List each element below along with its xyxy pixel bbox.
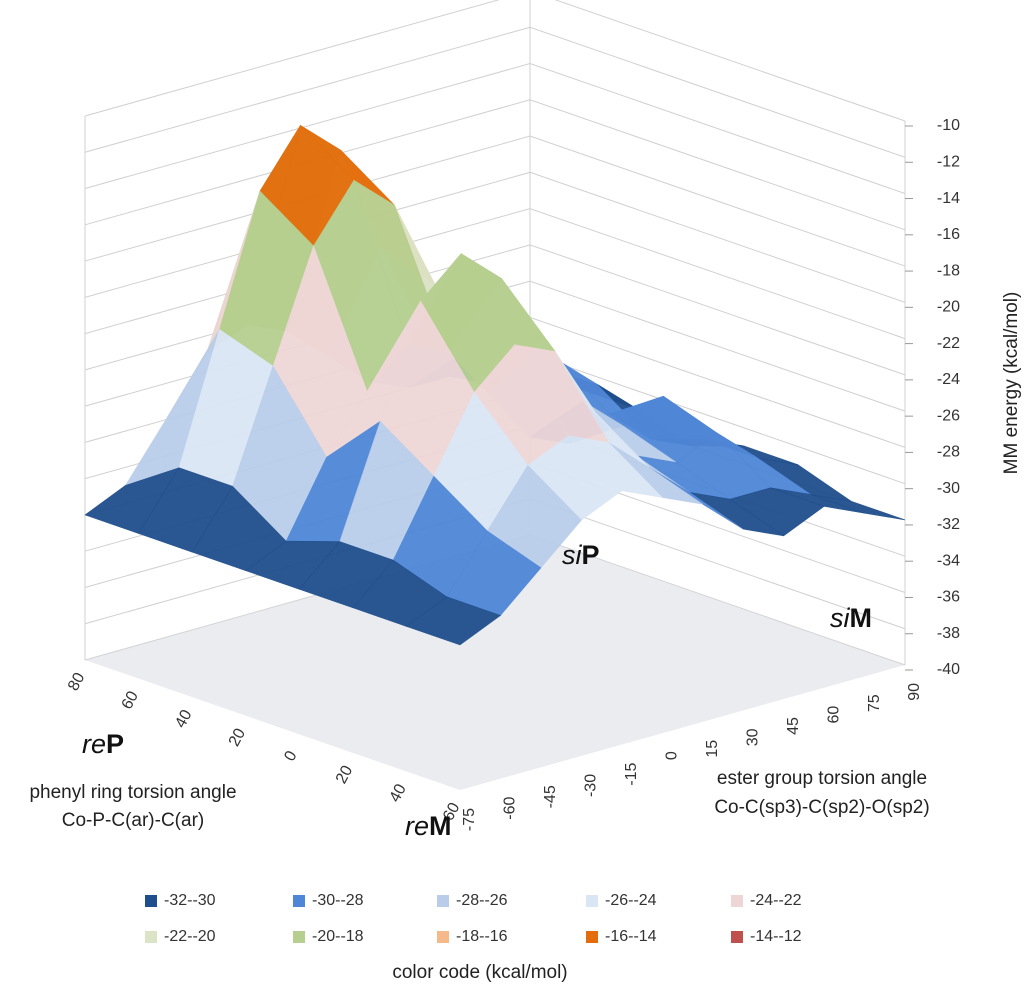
legend-label: -26--24 (605, 892, 657, 909)
x-tick-label: 15 (704, 740, 721, 758)
grid-line (84, 26, 906, 158)
annotation: siP (562, 540, 600, 570)
grid-line (84, 99, 906, 231)
z-tick-label: -36 (937, 589, 960, 606)
legend-swatch (731, 931, 743, 943)
legend-swatch (437, 931, 449, 943)
z-tick-label: -14 (937, 190, 960, 207)
legend-swatch (437, 895, 449, 907)
legend-label: -18--16 (456, 928, 508, 945)
legend-label: -20--18 (312, 928, 364, 945)
z-tick-label: -16 (937, 226, 960, 243)
y-tick-label: 20 (333, 763, 356, 787)
z-tick-label: -26 (937, 407, 960, 424)
z-tick-label: -20 (937, 299, 960, 316)
grid-line (84, 135, 906, 267)
z-tick-label: -18 (937, 262, 960, 279)
annotation: reM (405, 811, 452, 841)
z-tick-label: -32 (937, 516, 960, 533)
y-tick-label: 60 (440, 800, 463, 824)
y-axis-title: phenyl ring torsion angle (29, 782, 236, 803)
annotation-italic: si (830, 603, 851, 633)
y-axis-title: Co-P-C(ar)-C(ar) (62, 810, 204, 831)
y-tick-label: 20 (226, 726, 249, 750)
z-tick-label: -40 (937, 661, 960, 678)
x-tick-label: 30 (744, 728, 761, 746)
x-tick-label: 45 (785, 717, 802, 735)
y-tick-label: 0 (281, 748, 300, 764)
legend-swatch (586, 931, 598, 943)
annotation-bold: P (582, 540, 600, 570)
z-tick-label: -34 (937, 552, 960, 569)
x-tick-label: 90 (906, 683, 923, 701)
legend-swatch (586, 895, 598, 907)
y-tick-label: 40 (172, 707, 195, 731)
legend: -32--30 -30--28 -28--26 -26--24 -24--22 -22--… (145, 892, 802, 945)
y-tick-label: 80 (65, 670, 88, 694)
legend-label: -32--30 (164, 892, 216, 909)
legend-swatch (145, 931, 157, 943)
x-tick-label: -60 (502, 797, 519, 820)
surface (84, 124, 906, 646)
annotation-bold: M (850, 603, 873, 633)
legend-swatch (145, 895, 157, 907)
y-tick-label: 40 (386, 781, 409, 805)
legend-label: -16--14 (605, 928, 657, 945)
z-tick-label: -38 (937, 625, 960, 642)
legend-title: color code (kcal/mol) (392, 962, 567, 983)
grid-line (84, 63, 906, 195)
legend-swatch (293, 931, 305, 943)
x-tick-label: 0 (663, 751, 680, 760)
z-tick-label: -30 (937, 480, 960, 497)
x-tick-label: -15 (623, 762, 640, 785)
annotation: reP (82, 729, 124, 759)
legend-label: -22--20 (164, 928, 216, 945)
z-tick-label: -28 (937, 444, 960, 461)
legend-label: -14--12 (750, 928, 802, 945)
annotation-italic: re (82, 729, 106, 759)
z-tick-label: -12 (937, 153, 960, 170)
legend-swatch (731, 895, 743, 907)
annotation-bold: M (429, 811, 452, 841)
legend-label: -30--28 (312, 892, 364, 909)
grid-line (84, 171, 906, 303)
annotation: siM (830, 603, 872, 633)
z-tick-label: -10 (937, 117, 960, 134)
z-tick-label: -22 (937, 335, 960, 352)
annotation-italic: re (405, 811, 429, 841)
x-axis-title: Co-C(sp3)-C(sp2)-O(sp2) (714, 797, 929, 818)
z-axis-title: MM energy (kcal/mol) (1001, 292, 1022, 475)
legend-label: -28--26 (456, 892, 508, 909)
annotation-bold: P (106, 729, 124, 759)
surface-patch (405, 596, 502, 646)
x-tick-label: -75 (461, 808, 478, 831)
floor (85, 535, 905, 790)
x-tick-label: 75 (866, 694, 883, 712)
legend-swatch (293, 895, 305, 907)
z-tick-label: -24 (937, 371, 960, 388)
y-tick-label: 60 (119, 689, 142, 713)
x-tick-label: -45 (542, 785, 559, 808)
legend-label: -24--22 (750, 892, 802, 909)
axes: -40 -38 -36 -34 -32 -30 -28 -26 -24 -22 -20 -18 -16 -… (65, 117, 960, 831)
surface-patch (810, 494, 906, 521)
annotation-italic: si (562, 540, 583, 570)
x-axis-title: ester group torsion angle (717, 768, 927, 789)
grid-line (84, 0, 906, 122)
x-tick-label: 60 (825, 706, 842, 724)
x-tick-label: -30 (583, 774, 600, 797)
